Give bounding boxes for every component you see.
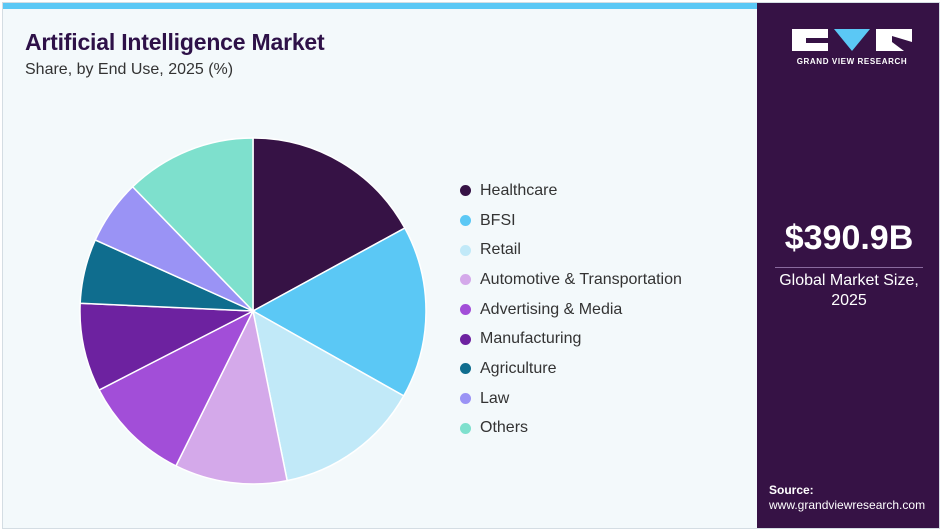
legend-item: BFSI (460, 206, 682, 236)
source-title: Source: (769, 483, 814, 497)
market-size-label-line2: 2025 (831, 292, 867, 309)
legend-item: Retail (460, 235, 682, 265)
logo-v-mark (834, 29, 870, 51)
logo-r-mark (876, 29, 912, 51)
legend-item: Agriculture (460, 354, 682, 384)
legend-swatch (460, 333, 471, 345)
logo-text: GRAND VIEW RESEARCH (796, 57, 908, 66)
divider (775, 267, 923, 268)
legend-swatch (460, 363, 471, 375)
pie-slice-advertising-media (98, 309, 255, 467)
top-accent-bar (3, 3, 757, 9)
logo-marks (787, 29, 917, 51)
grand-view-research-logo: GRAND VIEW RESEARCH (787, 29, 917, 66)
pie-slice-others (131, 137, 254, 313)
legend-item: Advertising & Media (460, 295, 682, 325)
legend-swatch (460, 274, 471, 286)
pie-slice-retail (251, 309, 405, 482)
pie-slice-bfsi (251, 227, 427, 397)
logo-g-mark (792, 29, 828, 51)
legend-swatch (460, 422, 471, 434)
legend-swatch (460, 185, 471, 197)
legend-item: Law (460, 384, 682, 414)
market-size-label: Global Market Size, 2025 (757, 271, 939, 311)
legend-label: Manufacturing (480, 330, 582, 348)
legend-item: Automotive & Transportation (460, 265, 682, 295)
legend-swatch (460, 393, 471, 405)
legend-item: Others (460, 414, 682, 444)
side-panel: GRAND VIEW RESEARCH $390.9B Global Marke… (757, 3, 939, 528)
legend-swatch (460, 215, 471, 227)
legend-swatch (460, 304, 471, 316)
legend-swatch (460, 244, 471, 256)
legend-label: Automotive & Transportation (480, 270, 682, 288)
chart-legend: Healthcare BFSI Retail Automotive & Transpo… (460, 176, 682, 443)
source-url: www.grandviewresearch.com (769, 498, 926, 512)
chart-title: Artificial Intelligence Market (25, 29, 325, 55)
pie-slice-healthcare (252, 137, 406, 313)
chart-panel: Artificial Intelligence Market Share, by… (3, 9, 757, 528)
source-note: Source: www.grandviewresearch.com (769, 483, 925, 513)
legend-label: Retail (480, 241, 521, 259)
legend-item: Manufacturing (460, 324, 682, 354)
legend-label: BFSI (480, 211, 516, 229)
pie-slice-automotive-transportation (174, 308, 289, 485)
legend-label: Law (480, 389, 510, 407)
pie-slice-manufacturing (79, 302, 256, 392)
legend-item: Healthcare (460, 176, 682, 206)
legend-label: Agriculture (480, 359, 557, 377)
legend-label: Healthcare (480, 181, 558, 199)
market-size-value: $390.9B (784, 219, 914, 257)
pie-chart (79, 137, 427, 485)
chart-subtitle: Share, by End Use, 2025 (%) (25, 61, 234, 78)
legend-label: Others (480, 419, 529, 437)
market-size-label-line1: Global Market Size, (779, 272, 919, 289)
legend-label: Advertising & Media (480, 300, 623, 318)
